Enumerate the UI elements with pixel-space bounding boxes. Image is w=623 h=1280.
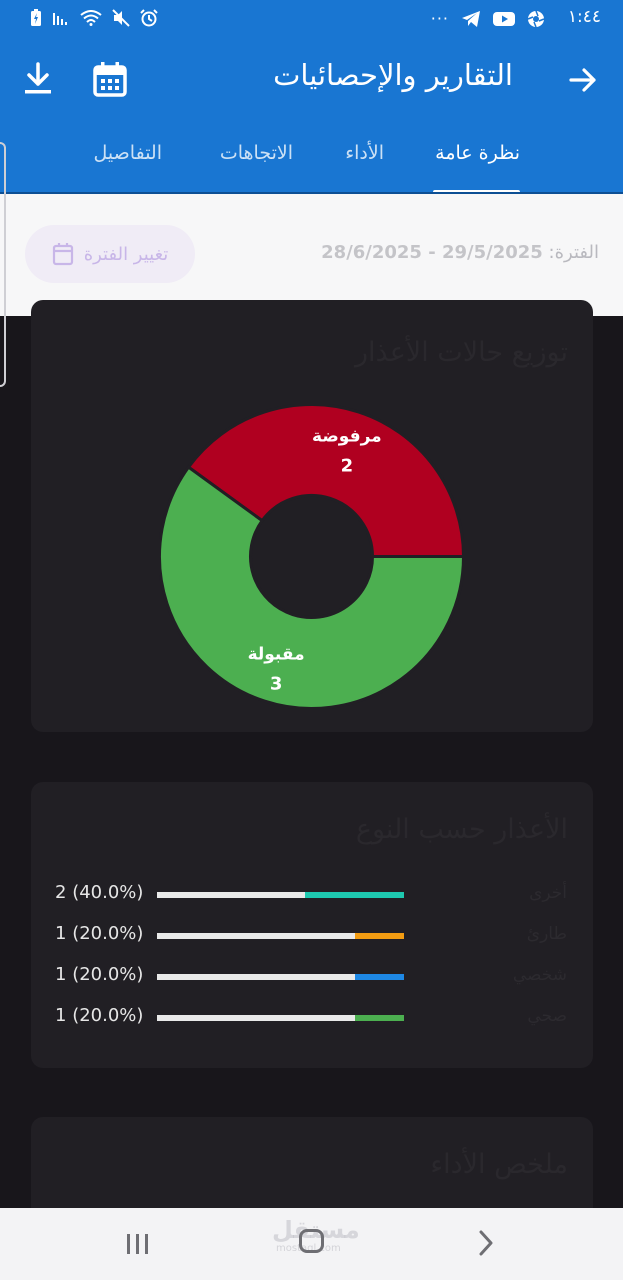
status-icons-left <box>30 9 158 27</box>
clock: ١:٤٤ <box>567 7 601 27</box>
type-label: صحي <box>527 1006 567 1026</box>
type-count: 1 (20.0%) <box>55 923 144 944</box>
slice-value-rejected: 2 <box>341 456 354 477</box>
type-label: طارئ <box>526 924 567 944</box>
type-bar-track <box>157 892 404 898</box>
type-count: 1 (20.0%) <box>55 1005 144 1026</box>
slice-rejected <box>186 404 464 558</box>
type-count: 1 (20.0%) <box>55 964 144 985</box>
type-label: أخرى <box>529 883 567 903</box>
type-bar-fill <box>354 933 404 939</box>
watermark-domain: mostaql.com <box>276 1243 341 1254</box>
type-bar-fill <box>354 1015 404 1021</box>
chevron-right-icon[interactable] <box>478 1230 494 1256</box>
status-donut-chart: مرفوضة 2 مقبولة 3 <box>159 404 464 709</box>
app-bar: التقارير والإحصائيات نظرة عامة الأداء ال… <box>0 36 623 194</box>
calendar-icon[interactable] <box>92 60 128 100</box>
type-bar-track <box>157 933 404 939</box>
page-title: التقارير والإحصائيات <box>273 58 513 92</box>
status-bar: ··· ١:٤٤ <box>0 0 623 36</box>
home-button-icon[interactable] <box>299 1229 324 1253</box>
slice-label-accepted: مقبولة <box>248 644 305 664</box>
period-label: الفترة: 29/5/2025 - 28/6/2025 <box>321 242 599 263</box>
tab-overview[interactable]: نظرة عامة <box>435 142 520 164</box>
type-row: 1 (20.0%) طارئ <box>31 923 593 947</box>
battery-saver-icon <box>31 9 41 26</box>
change-period-button[interactable]: تغيير الفترة <box>25 225 195 283</box>
slice-label-rejected: مرفوضة <box>312 427 382 447</box>
change-period-label: تغيير الفترة <box>83 243 169 265</box>
slice-value-accepted: 3 <box>270 673 283 694</box>
status-icons-right: ··· <box>431 9 545 28</box>
more-notifications-icon: ··· <box>430 9 449 28</box>
tab-trends[interactable]: الاتجاهات <box>219 142 293 164</box>
status-distribution-card: توزيع حالات الأعذار مرفوضة 2 مقبولة 3 <box>31 300 593 732</box>
type-bar-track <box>157 1015 404 1021</box>
type-label: شخصي <box>512 965 567 985</box>
telegram-icon <box>462 10 480 27</box>
side-scroll-handle[interactable] <box>0 142 6 387</box>
type-card-title: الأعذار حسب النوع <box>355 814 568 845</box>
period-bar: الفترة: 29/5/2025 - 28/6/2025 تغيير الفت… <box>0 194 623 316</box>
aperture-icon <box>527 10 545 27</box>
tab-details[interactable]: التفاصيل <box>93 142 162 164</box>
recent-apps-icon[interactable] <box>126 1233 150 1255</box>
download-icon[interactable] <box>20 60 56 100</box>
signal-icon <box>53 13 67 25</box>
type-row: 2 (40.0%) أخرى <box>31 882 593 906</box>
slice-accepted <box>159 465 464 709</box>
type-bar-fill <box>354 974 404 980</box>
status-card-title: توزيع حالات الأعذار <box>354 337 568 368</box>
wifi-icon <box>80 10 102 26</box>
system-nav-bar: مستقل mostaql.com <box>0 1208 623 1280</box>
type-breakdown-card: الأعذار حسب النوع 2 (40.0%) أخرى 1 (20.0… <box>31 782 593 1068</box>
type-bar-track <box>157 974 404 980</box>
alarm-icon <box>140 9 158 27</box>
type-count: 2 (40.0%) <box>55 882 144 903</box>
arrow-forward-icon[interactable] <box>563 60 603 100</box>
calendar-outline-icon <box>52 243 73 266</box>
type-row: 1 (20.0%) شخصي <box>31 964 593 988</box>
period-prefix: الفترة: <box>548 242 599 263</box>
app-bar-divider <box>0 192 623 194</box>
period-dates: 29/5/2025 - 28/6/2025 <box>321 242 543 263</box>
performance-card-title: ملخص الأداء <box>430 1149 568 1180</box>
youtube-icon <box>493 11 515 26</box>
tab-bar: نظرة عامة الأداء الاتجاهات التفاصيل <box>0 136 623 194</box>
mute-icon <box>112 9 130 27</box>
type-bar-fill <box>305 892 404 898</box>
tab-performance[interactable]: الأداء <box>345 142 384 164</box>
type-row: 1 (20.0%) صحي <box>31 1005 593 1029</box>
